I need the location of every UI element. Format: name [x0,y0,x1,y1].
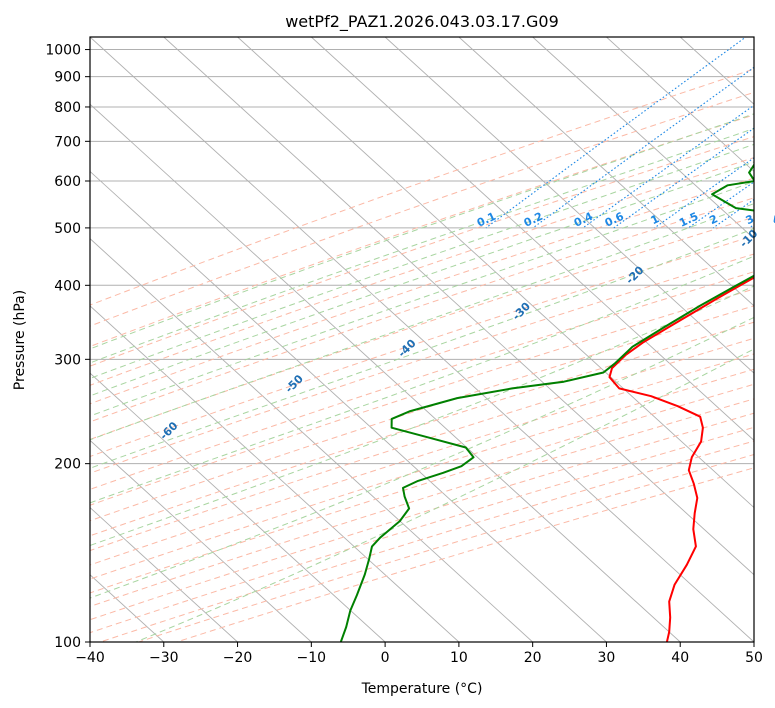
moist-adiabat [90,180,754,417]
dry-adiabat [137,454,754,642]
mixing-ratio-line [613,127,754,229]
isotherm-line [384,37,754,374]
dry-adiabat [175,467,754,642]
y-tick-label: 400 [54,278,81,294]
moist-adiabat [90,113,754,350]
dry-adiabat [90,68,754,306]
dry-adiabat [90,216,754,440]
moist-adiabat [90,285,754,547]
isotherm-line [237,37,754,509]
mixing-ratio-label: 4 [770,212,775,227]
x-tick-label: 10 [450,650,468,666]
x-tick-label: −40 [75,650,105,666]
dry-adiabat [90,398,754,607]
x-tick-label: 50 [745,650,763,666]
y-tick-label: 700 [54,134,81,150]
dry-adiabat [90,412,754,621]
dry-adiabat [90,177,754,405]
y-tick-label: 200 [54,457,81,473]
x-tick-label: −20 [223,650,253,666]
axes: −40 −30 −20 −10 0 10 20 30 40 50 100 200 300 400 500 60… [45,43,763,666]
y-tick-label: 500 [54,221,81,237]
temperature-profile-line [608,276,754,642]
dry-adiabat [90,253,754,474]
isotherm-line [90,37,754,642]
y-tick-label: 100 [54,635,81,651]
isotherm-line [90,170,607,642]
x-tick-label: 20 [524,650,542,666]
x-tick-label: 30 [598,650,616,666]
isotherm-line [458,37,754,307]
moist-adiabat [90,143,754,379]
isotherm-line [90,305,460,642]
plot-frame [89,36,755,643]
x-tick-label: −10 [297,650,327,666]
x-tick-label: 0 [381,650,390,666]
isotherm-line [90,439,312,642]
isotherm-line [90,506,238,642]
y-tick-label: 600 [54,174,81,190]
dry-adiabat [90,197,754,423]
mixing-ratio-line [485,37,747,229]
isotherm-line [90,372,386,642]
dry-adiabat [90,321,754,537]
x-tick-label: −30 [149,650,179,666]
moist-adiabat [90,203,754,441]
dry-adiabat [90,383,754,594]
y-tick-label: 800 [54,100,81,116]
moist-adiabat [90,255,754,504]
moist-adiabat [135,348,754,642]
isotherm-line [532,37,754,240]
x-axis-title: Temperature (°C) [361,681,483,697]
dry-adiabat [90,337,754,552]
moist-adiabat [90,161,754,397]
chart-title: wetPf2_PAZ1.2026.043.03.17.G09 [285,12,559,32]
mixing-ratio-line [532,66,754,229]
dewpoint-profile-line [339,163,754,642]
dry-adiabat [98,440,754,642]
isotherm-line [606,37,754,173]
y-axis-title: Pressure (hPa) [12,290,28,390]
dry-adiabat [90,235,754,458]
mixing-ratio-line [582,104,754,229]
x-tick-label: 40 [671,650,689,666]
moist-adiabat [90,127,754,364]
y-tick-label: 1000 [45,43,81,59]
y-tick-label: 900 [54,70,81,86]
plot-area [90,37,754,642]
y-tick-label: 300 [54,352,81,368]
isotherm-line [90,103,681,642]
isotherm-line [163,37,754,576]
isotherm-line [90,238,533,642]
